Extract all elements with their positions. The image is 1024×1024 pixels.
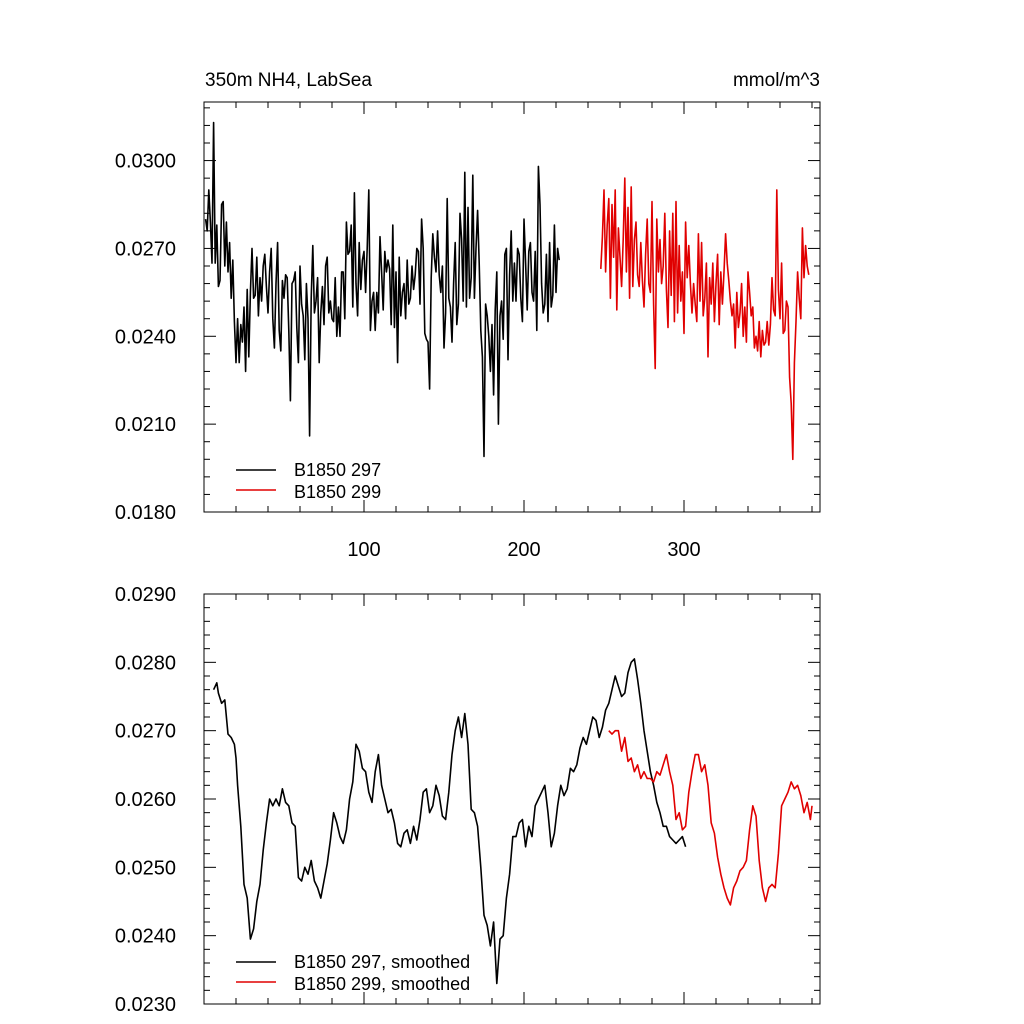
y-tick-label: 0.0260 (115, 789, 176, 811)
legend-label: B1850 297 (294, 460, 381, 480)
series-line (212, 658, 687, 985)
x-tick-label: 200 (507, 539, 540, 561)
y-tick-label: 0.0210 (115, 414, 176, 436)
legend: B1850 297 B1850 299 (236, 460, 381, 502)
y-ticks: 0.0180 0.0210 0.0240 0.0270 0.0300 (115, 107, 820, 524)
y-tick-label: 0.0240 (115, 926, 176, 948)
plot-frame (203, 101, 821, 513)
series-line (608, 729, 813, 906)
plot-series (212, 658, 813, 985)
y-tick-label: 0.0300 (115, 151, 176, 173)
series-line (600, 177, 810, 461)
y-ticks: 0.0230 0.0240 0.0250 0.0260 0.0270 0.0280 0.02… (115, 584, 820, 1016)
legend: B1850 297, smoothed B1850 299, smoothed (236, 952, 470, 994)
raw-timeseries-panel: 350m NH4, LabSea mmol/m^3 0.01800.02100.… (115, 70, 821, 561)
y-tick-label: 0.0240 (115, 326, 176, 348)
y-tick-label: 0.0280 (115, 652, 176, 674)
x-ticks (235, 594, 813, 1004)
smoothed-timeseries-panel: 0.0230 0.0240 0.0250 0.0260 0.0270 0.0280 0.02… (115, 584, 821, 1016)
legend-label: B1850 297, smoothed (294, 952, 470, 972)
plot-series (204, 121, 810, 461)
y-tick-label: 0.0270 (115, 238, 176, 260)
plot-frame (203, 593, 821, 1005)
units-label: mmol/m^3 (733, 70, 820, 91)
y-tick-label: 0.0250 (115, 857, 176, 879)
legend-label: B1850 299, smoothed (294, 974, 470, 994)
y-tick-label: 0.0180 (115, 502, 176, 524)
y-tick-label: 0.0230 (115, 994, 176, 1016)
chart-title: 350m NH4, LabSea (205, 70, 372, 91)
legend-label: B1850 299 (294, 482, 381, 502)
x-tick-label: 300 (667, 539, 700, 561)
x-ticks: 100 200 300 (235, 102, 813, 561)
x-tick-label: 100 (347, 539, 380, 561)
y-tick-label: 0.0290 (115, 584, 176, 606)
series-line (204, 121, 560, 458)
y-tick-label: 0.0270 (115, 721, 176, 743)
